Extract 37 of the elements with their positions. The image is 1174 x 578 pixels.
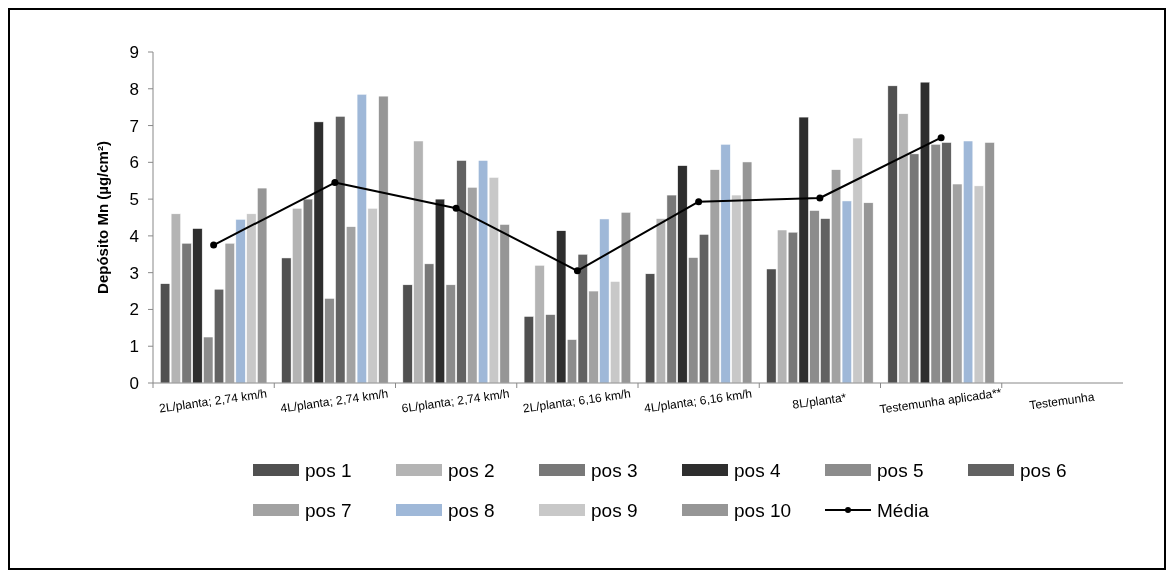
x-tick-label: 4L/planta; 2,74 km/h <box>279 386 390 416</box>
legend-label: pos 6 <box>1020 459 1067 481</box>
y-axis-title: Depósito Mn (µg/cm²) <box>94 141 111 294</box>
y-tick-label: 5 <box>129 190 139 210</box>
point <box>452 204 460 212</box>
x-tick-label: 2L/planta; 6,16 km/h <box>522 386 632 416</box>
point <box>331 179 339 187</box>
legend-label: pos 1 <box>305 459 352 481</box>
y-tick-label: 0 <box>129 373 139 393</box>
legend-label: pos 7 <box>305 499 352 521</box>
point <box>210 241 218 249</box>
legend-label: pos 3 <box>591 459 638 481</box>
legend-label: pos 2 <box>448 459 495 481</box>
legend-label: pos 9 <box>591 499 638 521</box>
y-tick-label: 2 <box>129 300 139 320</box>
legend-label: pos 10 <box>734 499 792 521</box>
y-tick-label: 3 <box>129 263 139 283</box>
y-tick-label: 6 <box>129 153 139 173</box>
legend-label: pos 5 <box>877 459 924 481</box>
point <box>695 198 703 206</box>
point <box>816 194 824 202</box>
y-tick-label: 8 <box>129 79 139 99</box>
x-tick-label: Testemunha <box>1028 389 1096 413</box>
x-tick-label: Testemunha aplicada** <box>878 385 1003 417</box>
x-tick-label: 6L/planta; 2,74 km/h <box>400 386 511 416</box>
y-tick-label: 4 <box>129 226 139 246</box>
legend-label: pos 4 <box>734 459 781 481</box>
x-tick-label: 2L/planta; 2,74 km/h <box>158 386 268 416</box>
y-tick-label: 9 <box>129 42 139 62</box>
legend-label: Média <box>877 499 930 521</box>
x-tick-label: 8L/planta* <box>791 390 848 412</box>
legend-label: pos 8 <box>448 499 495 521</box>
y-tick-label: 7 <box>129 116 139 136</box>
x-tick-label: 4L/planta; 6,16 km/h <box>643 386 753 416</box>
point <box>573 267 581 275</box>
y-tick-label: 1 <box>129 337 139 357</box>
point <box>937 134 945 142</box>
